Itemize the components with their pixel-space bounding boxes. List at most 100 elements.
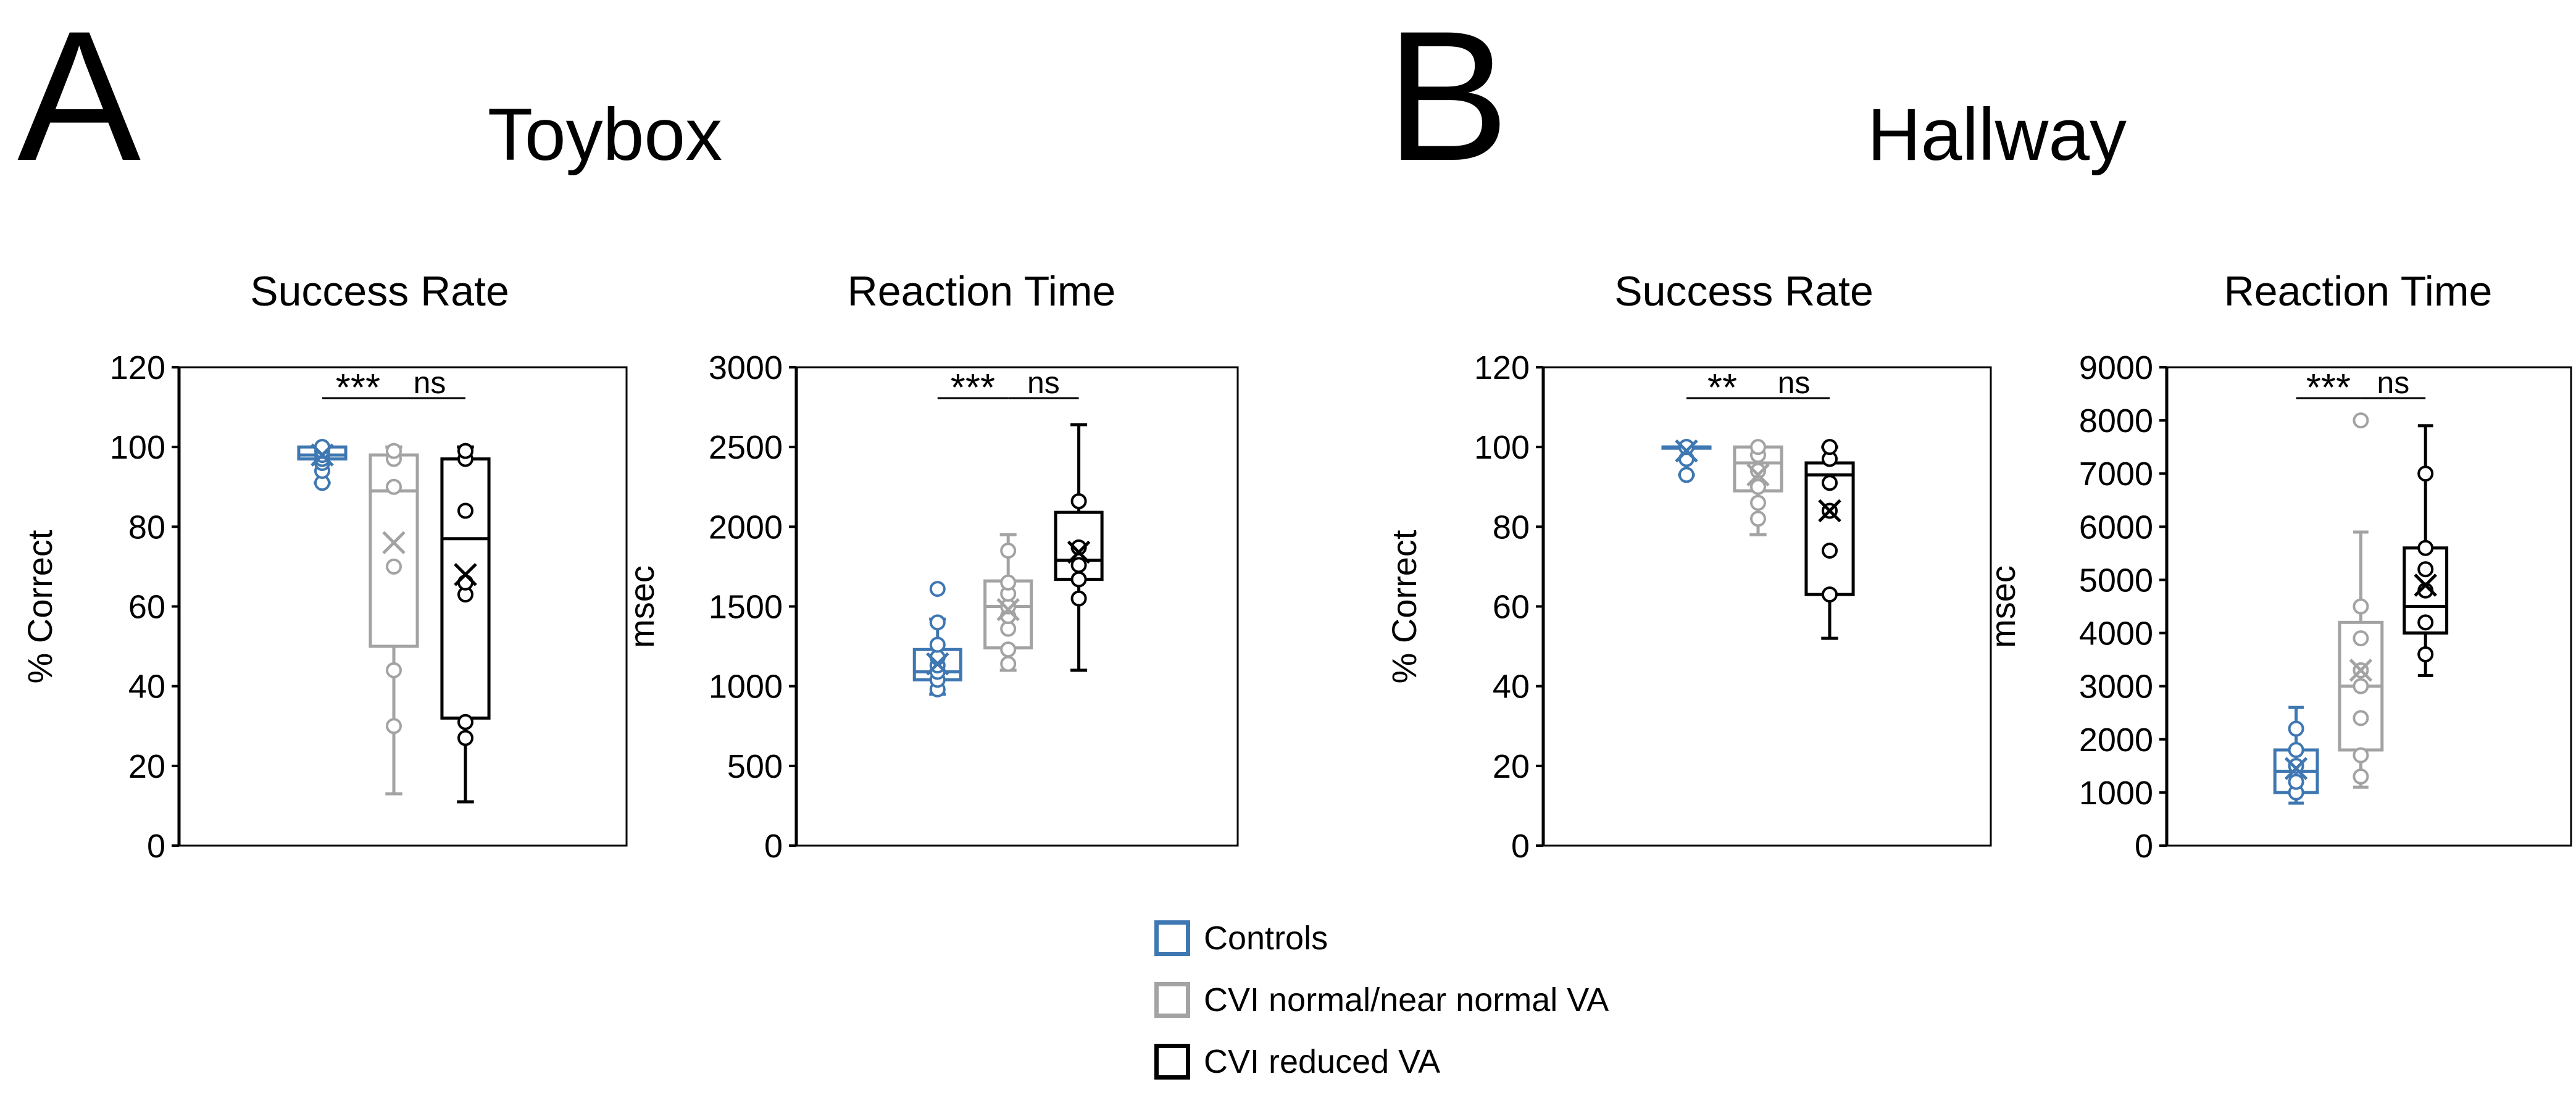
- y-tick-label: 3000: [2079, 668, 2153, 706]
- y-tick-label: 40: [1493, 668, 1530, 706]
- y-tick-label: 2500: [709, 429, 783, 466]
- mean-marker-cvi-reduced: [1067, 540, 1091, 564]
- data-point-cvi-reduced: [457, 502, 473, 519]
- y-tick-label: 20: [128, 748, 165, 785]
- y-tick-label: 3000: [709, 349, 783, 386]
- data-point-cvi-reduced: [457, 714, 473, 730]
- data-point-cvi-reduced: [457, 443, 473, 459]
- mean-marker-cvi-normal: [1746, 463, 1770, 487]
- y-tick-label: 20: [1493, 748, 1530, 785]
- data-point-cvi-normal: [2353, 630, 2369, 647]
- legend-item-controls: Controls: [1154, 907, 1609, 969]
- data-point-cvi-normal: [2353, 710, 2369, 727]
- significance-label: ns: [1778, 365, 1811, 400]
- mean-marker-cvi-normal: [996, 597, 1020, 622]
- y-tick-label: 1000: [2079, 775, 2153, 812]
- data-point-cvi-normal: [386, 718, 402, 735]
- y-tick-label: 8000: [2079, 402, 2153, 439]
- panel-letter-a: A: [17, 0, 141, 199]
- data-point-controls: [1678, 439, 1694, 456]
- mean-marker-cvi-reduced: [2414, 573, 2437, 597]
- y-tick-label: 40: [128, 668, 165, 706]
- significance-label: ns: [1027, 365, 1060, 400]
- mean-marker-controls: [311, 443, 334, 467]
- data-point-cvi-normal: [1750, 478, 1766, 495]
- data-point-cvi-normal: [2353, 747, 2369, 764]
- data-point-cvi-normal: [2353, 678, 2369, 694]
- y-tick-label: 80: [1493, 509, 1530, 546]
- y-tick-label: 7000: [2079, 456, 2153, 493]
- y-tick-label: 2000: [709, 509, 783, 546]
- chart-title-toybox-success: Success Rate: [250, 268, 509, 315]
- panel-title-hallway: Hallway: [1867, 93, 2127, 176]
- y-tick-label: 60: [128, 589, 165, 626]
- y-tick-label: 6000: [2079, 509, 2153, 546]
- y-axis-label-hallway-reaction: msec: [1983, 565, 2022, 648]
- y-tick-label: 1000: [709, 668, 783, 706]
- y-tick-label: 120: [110, 349, 165, 386]
- data-point-cvi-reduced: [2417, 614, 2434, 631]
- data-point-cvi-normal: [2353, 412, 2369, 429]
- legend-label-controls: Controls: [1204, 920, 1328, 957]
- legend-label-cvi-normal: CVI normal/near normal VA: [1204, 981, 1609, 1018]
- chart-hallway-reaction-time: 0 1000 2000 3000 4000 5000 6000 7000 8000 9000 ***…: [2079, 349, 2572, 865]
- legend-item-cvi-normal: CVI normal/near normal VA: [1154, 969, 1609, 1031]
- data-point-controls: [1678, 467, 1694, 483]
- y-tick-label: 500: [727, 748, 783, 785]
- data-point-cvi-reduced: [1070, 590, 1087, 607]
- y-tick-label: 0: [764, 828, 783, 865]
- plot-frame: [1542, 366, 1992, 847]
- data-point-controls: [2288, 720, 2304, 737]
- mean-marker-cvi-reduced: [1818, 499, 1841, 523]
- legend-label-cvi-reduced: CVI reduced VA: [1204, 1043, 1441, 1080]
- significance-label: ns: [414, 365, 446, 400]
- mean-marker-controls: [1675, 439, 1698, 463]
- significance-label: **: [1707, 367, 1737, 409]
- mean-marker-controls: [926, 652, 949, 676]
- y-tick-label: 2000: [2079, 722, 2153, 759]
- significance-label: ***: [951, 367, 995, 409]
- data-point-cvi-reduced: [1070, 571, 1087, 588]
- y-tick-label: 0: [147, 828, 165, 865]
- y-tick-label: 1500: [709, 589, 783, 626]
- data-point-cvi-normal: [386, 662, 402, 678]
- data-point-cvi-normal: [1000, 574, 1017, 591]
- data-point-controls: [929, 636, 946, 653]
- chart-title-hallway-success: Success Rate: [1614, 268, 1874, 315]
- significance-label: ***: [336, 367, 380, 409]
- data-point-cvi-normal: [386, 443, 402, 459]
- plot-frame: [2165, 366, 2572, 847]
- data-point-cvi-reduced: [457, 730, 473, 746]
- data-point-cvi-normal: [1750, 494, 1766, 511]
- y-tick-label: 5000: [2079, 562, 2153, 599]
- data-point-cvi-reduced: [1822, 586, 1838, 603]
- y-tick-label: 0: [2135, 828, 2153, 865]
- legend: Controls CVI normal/near normal VA CVI r…: [1154, 907, 1609, 1093]
- data-point-controls: [929, 581, 946, 597]
- data-point-controls: [2288, 773, 2304, 790]
- data-point-cvi-normal: [1750, 439, 1766, 456]
- chart-title-toybox-reaction: Reaction Time: [847, 268, 1116, 315]
- chart-toybox-success-rate: 0 20 40 60 80 100 120 *** ns: [110, 349, 628, 865]
- data-point-cvi-normal: [1000, 543, 1017, 559]
- y-axis-label-toybox-reaction: msec: [622, 565, 661, 648]
- y-tick-label: 0: [1511, 828, 1530, 865]
- data-point-cvi-normal: [1000, 641, 1017, 658]
- data-point-cvi-reduced: [2417, 465, 2434, 482]
- y-tick-label: 100: [1474, 429, 1530, 466]
- data-point-cvi-reduced: [1822, 475, 1838, 491]
- data-point-controls: [929, 614, 946, 631]
- data-point-controls: [2288, 757, 2304, 774]
- data-point-cvi-normal: [2353, 768, 2369, 785]
- data-point-cvi-normal: [386, 558, 402, 575]
- y-tick-label: 4000: [2079, 615, 2153, 652]
- panel-title-toybox: Toybox: [487, 93, 723, 176]
- data-point-cvi-reduced: [2417, 561, 2434, 578]
- significance-label: ns: [2377, 365, 2409, 400]
- data-point-cvi-reduced: [1070, 557, 1087, 573]
- y-tick-label: 60: [1493, 589, 1530, 626]
- panel-letter-b: B: [1386, 0, 1510, 199]
- y-tick-label: 9000: [2079, 349, 2153, 386]
- data-point-cvi-normal: [1750, 462, 1766, 479]
- data-point-cvi-reduced: [1822, 543, 1838, 559]
